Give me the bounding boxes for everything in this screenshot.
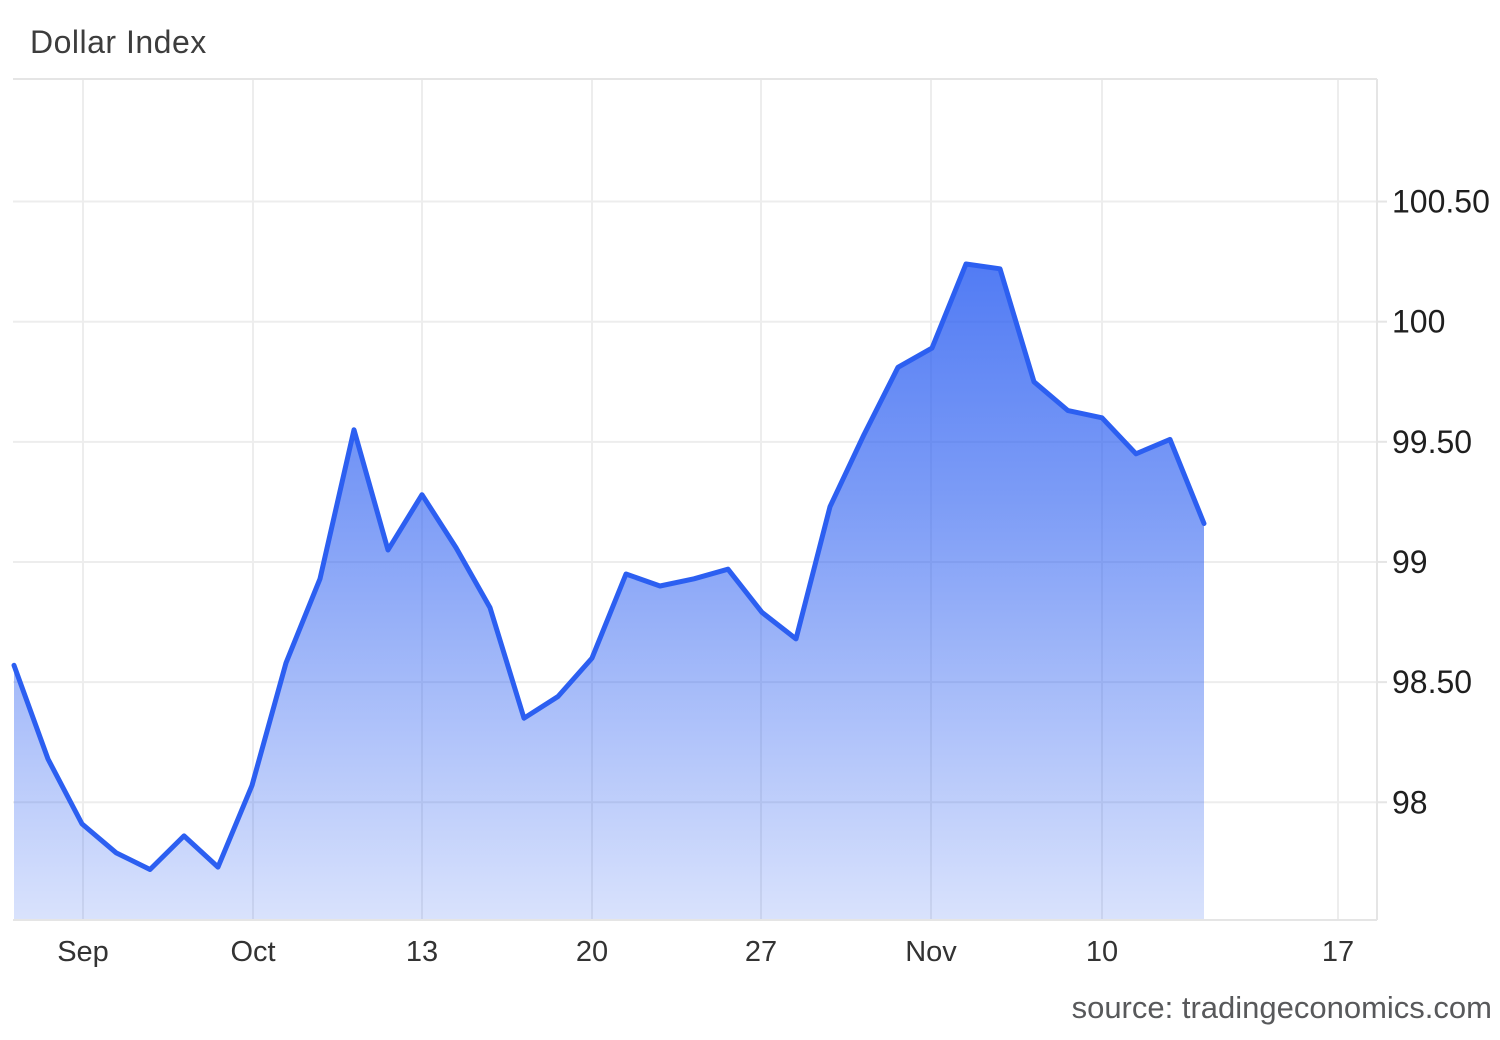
chart-title: Dollar Index bbox=[30, 24, 207, 60]
x-tick-label: 20 bbox=[576, 936, 608, 968]
x-tick-label: 17 bbox=[1322, 936, 1354, 968]
x-tick-label: 27 bbox=[745, 936, 777, 968]
x-tick-label: Sep bbox=[57, 936, 109, 968]
x-tick-label: 10 bbox=[1086, 936, 1118, 968]
y-tick-label: 99 bbox=[1392, 544, 1428, 580]
y-tick-label: 99.50 bbox=[1392, 424, 1472, 460]
y-tick-label: 98.50 bbox=[1392, 664, 1472, 700]
source-attribution: source: tradingeconomics.com bbox=[1071, 990, 1492, 1025]
x-tick-label: Oct bbox=[230, 936, 275, 968]
area-fill bbox=[14, 264, 1204, 920]
y-tick-label: 100.50 bbox=[1392, 184, 1490, 220]
price-line bbox=[11, 261, 1207, 872]
y-tick-label: 98 bbox=[1392, 784, 1428, 820]
x-tick-label: 13 bbox=[406, 936, 438, 968]
x-tick-label: Nov bbox=[905, 936, 957, 968]
y-tick-label: 100 bbox=[1392, 304, 1445, 340]
